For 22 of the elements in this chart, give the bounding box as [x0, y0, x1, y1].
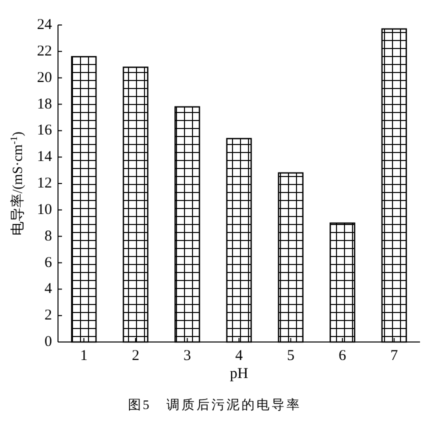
y-tick-label: 24: [37, 17, 52, 33]
x-tick-label: 4: [235, 348, 244, 364]
x-tick-label: 5: [286, 348, 294, 364]
y-tick-label: 2: [44, 308, 52, 324]
x-axis-title: pH: [230, 366, 248, 382]
x-tick-label: 3: [184, 348, 192, 364]
x-tick-label: 7: [390, 348, 398, 364]
y-tick-label: 12: [37, 176, 52, 192]
x-tick-label: 1: [80, 348, 88, 364]
x-tick-label: 6: [338, 348, 347, 364]
y-tick-label: 6: [44, 254, 52, 271]
y-tick-label: 0: [44, 334, 52, 350]
y-tick-label: 4: [44, 281, 52, 298]
y-tick-label: 22: [37, 43, 52, 60]
y-tick-label: 18: [37, 96, 52, 112]
y-tick-label: 10: [37, 202, 52, 218]
caption: 图5 调质后污泥的电导率: [128, 397, 302, 412]
y-tick-label: 20: [37, 70, 52, 86]
y-tick-label: 14: [37, 149, 52, 166]
y-tick-label: 8: [44, 228, 52, 244]
y-tick-label: 16: [37, 122, 52, 139]
x-tick-label: 2: [132, 348, 140, 364]
